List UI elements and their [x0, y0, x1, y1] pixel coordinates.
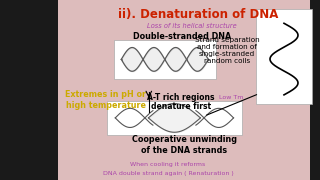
- Bar: [107, 101, 242, 135]
- Bar: [58, 0, 310, 180]
- Text: Loss of its helical structure: Loss of its helical structure: [147, 23, 237, 29]
- Text: Low Tm: Low Tm: [219, 95, 244, 100]
- Text: Strand separation
and formation of
single-stranded
random coils: Strand separation and formation of singl…: [195, 37, 260, 64]
- Text: ii). Denaturation of DNA: ii). Denaturation of DNA: [118, 8, 279, 21]
- Text: DNA double strand again ( Renaturation ): DNA double strand again ( Renaturation ): [103, 171, 233, 176]
- Bar: [256, 9, 312, 104]
- Text: Extremes in pH or
high temperature: Extremes in pH or high temperature: [65, 90, 146, 110]
- Bar: [114, 40, 216, 79]
- Text: When cooling it reforms: When cooling it reforms: [130, 162, 206, 167]
- Text: Cooperative unwinding
of the DNA strands: Cooperative unwinding of the DNA strands: [132, 135, 236, 155]
- Text: denature first: denature first: [151, 102, 211, 111]
- Text: A-T rich regions: A-T rich regions: [147, 93, 214, 102]
- Text: Double-stranded DNA: Double-stranded DNA: [133, 32, 232, 41]
